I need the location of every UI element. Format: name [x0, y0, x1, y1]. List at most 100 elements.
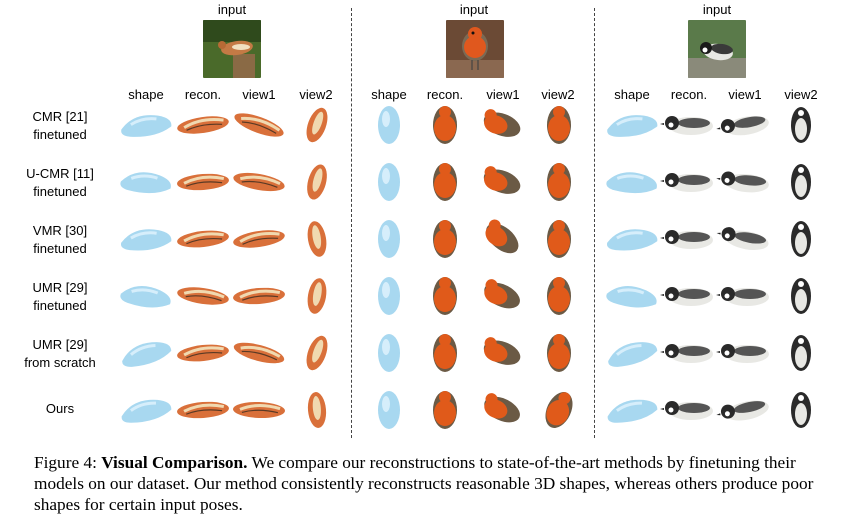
row-label-vmr: VMR [30] finetuned [14, 222, 106, 258]
view2-render-g1-r3 [286, 217, 348, 261]
shape-render-g3-r6 [601, 388, 663, 432]
view1-render-g1-r5 [228, 331, 290, 375]
view1-render-g3-r3 [714, 217, 776, 261]
caption-text: We compare our reconstructions to state-… [34, 453, 814, 514]
view1-render-g3-r5 [714, 331, 776, 375]
row-label-line2: from scratch [24, 355, 96, 370]
view2-render-g1-r6 [286, 388, 348, 432]
figure-caption: Figure 4: Visual Comparison. We compare … [34, 452, 834, 515]
input-photo-robin [446, 20, 504, 78]
view2-render-g3-r3 [770, 217, 832, 261]
view2-render-g3-r1 [770, 103, 832, 147]
shape-render-g2-r1 [358, 103, 420, 147]
recon-render-g3-r2 [658, 160, 720, 204]
view1-render-g2-r6 [472, 388, 534, 432]
view1-render-g3-r2 [714, 160, 776, 204]
shape-render-g2-r6 [358, 388, 420, 432]
row-label-cmr: CMR [21] finetuned [14, 108, 106, 144]
view1-render-g3-r4 [714, 274, 776, 318]
caption-title: Visual Comparison. [101, 453, 248, 472]
shape-render-g3-r4 [601, 274, 663, 318]
recon-render-g2-r6 [414, 388, 476, 432]
row-label-ours: Ours [14, 400, 106, 418]
row-label-ucmr: U-CMR [11] finetuned [14, 165, 106, 201]
divider-2 [594, 8, 595, 438]
input-photo-bird-on-stump [203, 20, 261, 78]
shape-render-g1-r4 [115, 274, 177, 318]
recon-render-g3-r3 [658, 217, 720, 261]
shape-render-g3-r3 [601, 217, 663, 261]
view1-render-g1-r4 [228, 274, 290, 318]
row-label-line2: finetuned [33, 241, 87, 256]
view2-render-g3-r4 [770, 274, 832, 318]
recon-render-g1-r1 [172, 103, 234, 147]
row-label-line1: VMR [30] [32, 223, 88, 238]
view1-render-g2-r1 [472, 103, 534, 147]
shape-render-g3-r5 [601, 331, 663, 375]
row-label-umr-finetuned: UMR [29] finetuned [14, 279, 106, 315]
view1-render-g2-r5 [472, 331, 534, 375]
view2-render-g3-r5 [770, 331, 832, 375]
shape-render-g3-r1 [601, 103, 663, 147]
shape-render-g1-r6 [115, 388, 177, 432]
recon-render-g2-r1 [414, 103, 476, 147]
col-header-recon: recon. [184, 87, 222, 102]
view1-render-g1-r3 [228, 217, 290, 261]
divider-1 [351, 8, 352, 438]
shape-render-g2-r3 [358, 217, 420, 261]
view2-render-g1-r2 [286, 160, 348, 204]
row-label-line1: CMR [21] [32, 109, 88, 124]
input-label-1: input [217, 2, 247, 17]
view2-render-g2-r6 [528, 388, 590, 432]
row-label-line1: UMR [29] [32, 280, 88, 295]
recon-render-g1-r3 [172, 217, 234, 261]
input-label-2: input [459, 2, 489, 17]
view2-render-g2-r3 [528, 217, 590, 261]
recon-render-g2-r3 [414, 217, 476, 261]
recon-render-g3-r5 [658, 331, 720, 375]
col-header-view1: view1 [242, 87, 276, 102]
col-header-recon: recon. [670, 87, 708, 102]
view1-render-g1-r6 [228, 388, 290, 432]
row-label-line1: Ours [45, 401, 75, 416]
shape-render-g2-r4 [358, 274, 420, 318]
comparison-figure: input input input [14, 2, 832, 438]
col-header-view2: view2 [299, 87, 333, 102]
view2-render-g2-r4 [528, 274, 590, 318]
view2-render-g1-r1 [286, 103, 348, 147]
view1-render-g1-r1 [228, 103, 290, 147]
view1-render-g1-r2 [228, 160, 290, 204]
recon-render-g3-r6 [658, 388, 720, 432]
recon-render-g2-r4 [414, 274, 476, 318]
shape-render-g2-r5 [358, 331, 420, 375]
recon-render-g3-r1 [658, 103, 720, 147]
row-label-line2: finetuned [33, 127, 87, 142]
recon-render-g1-r4 [172, 274, 234, 318]
recon-render-g3-r4 [658, 274, 720, 318]
view2-render-g2-r5 [528, 331, 590, 375]
view2-render-g2-r2 [528, 160, 590, 204]
caption-label: Figure 4: [34, 453, 97, 472]
recon-render-g2-r5 [414, 331, 476, 375]
col-header-recon: recon. [426, 87, 464, 102]
shape-render-g1-r2 [115, 160, 177, 204]
view1-render-g2-r3 [472, 217, 534, 261]
shape-render-g1-r5 [115, 331, 177, 375]
col-header-shape: shape [128, 87, 164, 102]
shape-render-g1-r1 [115, 103, 177, 147]
view2-render-g3-r2 [770, 160, 832, 204]
view1-render-g2-r4 [472, 274, 534, 318]
col-header-view2: view2 [784, 87, 818, 102]
row-label-umr-scratch: UMR [29] from scratch [14, 336, 106, 372]
view2-render-g1-r4 [286, 274, 348, 318]
row-label-line1: UMR [29] [32, 337, 88, 352]
view1-render-g3-r6 [714, 388, 776, 432]
recon-render-g2-r2 [414, 160, 476, 204]
col-header-view1: view1 [728, 87, 762, 102]
recon-render-g1-r5 [172, 331, 234, 375]
view1-render-g3-r1 [714, 103, 776, 147]
view2-render-g3-r6 [770, 388, 832, 432]
col-header-view1: view1 [486, 87, 520, 102]
shape-render-g3-r2 [601, 160, 663, 204]
view2-render-g1-r5 [286, 331, 348, 375]
